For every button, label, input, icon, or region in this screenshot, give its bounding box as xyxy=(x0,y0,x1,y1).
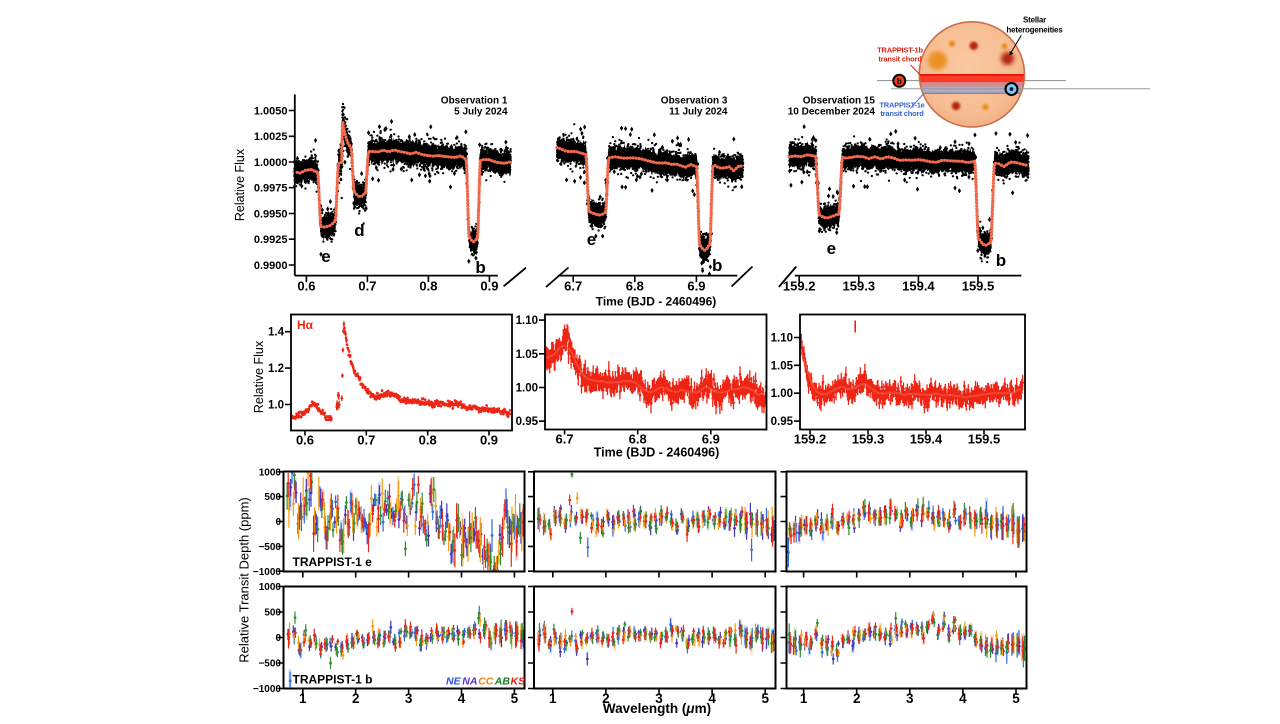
svg-text:Observation 3: Observation 3 xyxy=(661,96,728,107)
svg-text:0.6: 0.6 xyxy=(296,433,314,448)
svg-text:−1000: −1000 xyxy=(253,684,282,695)
svg-text:1.0: 1.0 xyxy=(268,400,284,412)
svg-text:1.10: 1.10 xyxy=(771,333,793,345)
svg-text:b: b xyxy=(996,251,1006,270)
svg-text:1.10: 1.10 xyxy=(516,315,538,327)
svg-text:b: b xyxy=(897,77,902,86)
svg-text:b: b xyxy=(475,258,485,277)
svg-text:0.95: 0.95 xyxy=(771,416,794,428)
svg-text:TRAPPIST-1e: TRAPPIST-1e xyxy=(879,101,924,110)
svg-text:2: 2 xyxy=(352,691,360,706)
svg-text:Relative Flux: Relative Flux xyxy=(252,340,266,413)
svg-text:0: 0 xyxy=(275,633,281,644)
svg-text:0.6: 0.6 xyxy=(297,279,315,294)
svg-text:159.2: 159.2 xyxy=(783,279,816,294)
svg-text:0.95: 0.95 xyxy=(516,416,539,428)
svg-text:Hα: Hα xyxy=(297,318,314,332)
svg-text:e: e xyxy=(321,247,330,266)
svg-text:2: 2 xyxy=(602,691,610,706)
svg-text:e: e xyxy=(587,230,596,249)
svg-text:4: 4 xyxy=(959,691,967,706)
svg-text:1.05: 1.05 xyxy=(516,349,539,361)
svg-text:b: b xyxy=(712,256,722,275)
svg-text:1: 1 xyxy=(549,691,557,706)
svg-text:−500: −500 xyxy=(258,659,281,670)
svg-text:Time (BJD - 2460496): Time (BJD - 2460496) xyxy=(594,446,720,460)
svg-text:159.3: 159.3 xyxy=(843,279,876,294)
svg-text:1.2: 1.2 xyxy=(268,363,284,375)
svg-text:0.9925: 0.9925 xyxy=(254,234,288,246)
svg-text:0: 0 xyxy=(275,517,281,528)
svg-text:Relative Flux: Relative Flux xyxy=(233,148,247,221)
svg-text:Relative Transit Depth (ppm): Relative Transit Depth (ppm) xyxy=(237,497,252,662)
svg-text:0.7: 0.7 xyxy=(357,433,375,448)
svg-text:159.5: 159.5 xyxy=(968,432,1001,447)
svg-text:3: 3 xyxy=(655,691,663,706)
svg-text:AB: AB xyxy=(494,675,511,687)
svg-text:0.8: 0.8 xyxy=(419,279,437,294)
svg-text:CC: CC xyxy=(478,675,494,687)
svg-text:TRAPPIST-1 b: TRAPPIST-1 b xyxy=(293,673,373,687)
svg-text:−1000: −1000 xyxy=(253,567,282,578)
svg-text:6.7: 6.7 xyxy=(564,279,582,294)
svg-text:transit chord: transit chord xyxy=(880,109,924,118)
svg-text:0.9975: 0.9975 xyxy=(254,183,288,195)
svg-text:1.00: 1.00 xyxy=(516,383,538,395)
svg-text:159.5: 159.5 xyxy=(962,279,995,294)
svg-text:2: 2 xyxy=(853,691,861,706)
svg-text:1.4: 1.4 xyxy=(268,327,285,339)
svg-text:Observation 1: Observation 1 xyxy=(441,96,508,107)
svg-text:5 July 2024: 5 July 2024 xyxy=(454,107,508,118)
svg-text:0.9: 0.9 xyxy=(480,279,498,294)
svg-text:3: 3 xyxy=(906,691,914,706)
svg-text:159.4: 159.4 xyxy=(910,432,943,447)
svg-text:KS: KS xyxy=(511,675,526,687)
svg-text:1.0000: 1.0000 xyxy=(254,157,288,169)
svg-text:Observation 15: Observation 15 xyxy=(803,96,876,107)
svg-text:159.4: 159.4 xyxy=(902,279,935,294)
svg-text:3: 3 xyxy=(405,691,413,706)
svg-text:0.9950: 0.9950 xyxy=(254,208,288,220)
svg-text:1: 1 xyxy=(299,691,307,706)
svg-text:10 December 2024: 10 December 2024 xyxy=(788,107,876,118)
svg-text:1.0025: 1.0025 xyxy=(254,131,288,143)
svg-text:0.9: 0.9 xyxy=(480,433,498,448)
svg-text:Time (BJD - 2460496): Time (BJD - 2460496) xyxy=(596,295,717,309)
svg-text:5: 5 xyxy=(511,691,519,706)
svg-text:0.8: 0.8 xyxy=(419,433,437,448)
svg-text:6.8: 6.8 xyxy=(629,432,647,447)
svg-text:0.9900: 0.9900 xyxy=(254,260,288,272)
svg-text:500: 500 xyxy=(264,492,281,503)
svg-text:NA: NA xyxy=(462,675,477,687)
svg-text:6.9: 6.9 xyxy=(687,279,705,294)
svg-text:TRAPPIST-1b: TRAPPIST-1b xyxy=(877,46,923,55)
svg-text:1: 1 xyxy=(800,691,808,706)
svg-text:e: e xyxy=(827,239,836,258)
svg-text:−500: −500 xyxy=(258,542,281,553)
svg-text:11 July 2024: 11 July 2024 xyxy=(669,107,728,118)
svg-text:Wavelength (μm): Wavelength (μm) xyxy=(603,701,711,716)
svg-text:6.9: 6.9 xyxy=(702,432,720,447)
svg-text:5: 5 xyxy=(761,691,769,706)
svg-text:d: d xyxy=(354,221,364,240)
svg-text:Stellar: Stellar xyxy=(1023,16,1046,25)
svg-text:159.3: 159.3 xyxy=(852,432,885,447)
svg-text:159.2: 159.2 xyxy=(794,432,827,447)
svg-text:transit chord: transit chord xyxy=(878,55,922,64)
svg-text:TRAPPIST-1 e: TRAPPIST-1 e xyxy=(293,555,373,569)
svg-text:4: 4 xyxy=(458,691,466,706)
svg-text:6.8: 6.8 xyxy=(626,279,644,294)
svg-text:1.05: 1.05 xyxy=(771,360,794,372)
svg-text:NE: NE xyxy=(446,675,462,687)
svg-text:1.0050: 1.0050 xyxy=(254,105,288,117)
svg-text:heterogeneities: heterogeneities xyxy=(1006,26,1063,35)
svg-text:6.7: 6.7 xyxy=(556,432,574,447)
svg-text:1.00: 1.00 xyxy=(771,388,793,400)
svg-text:500: 500 xyxy=(264,608,281,619)
svg-text:0.7: 0.7 xyxy=(358,279,376,294)
svg-text:4: 4 xyxy=(708,691,716,706)
svg-text:5: 5 xyxy=(1012,691,1020,706)
svg-text:1000: 1000 xyxy=(259,582,282,593)
svg-text:1000: 1000 xyxy=(259,467,282,478)
